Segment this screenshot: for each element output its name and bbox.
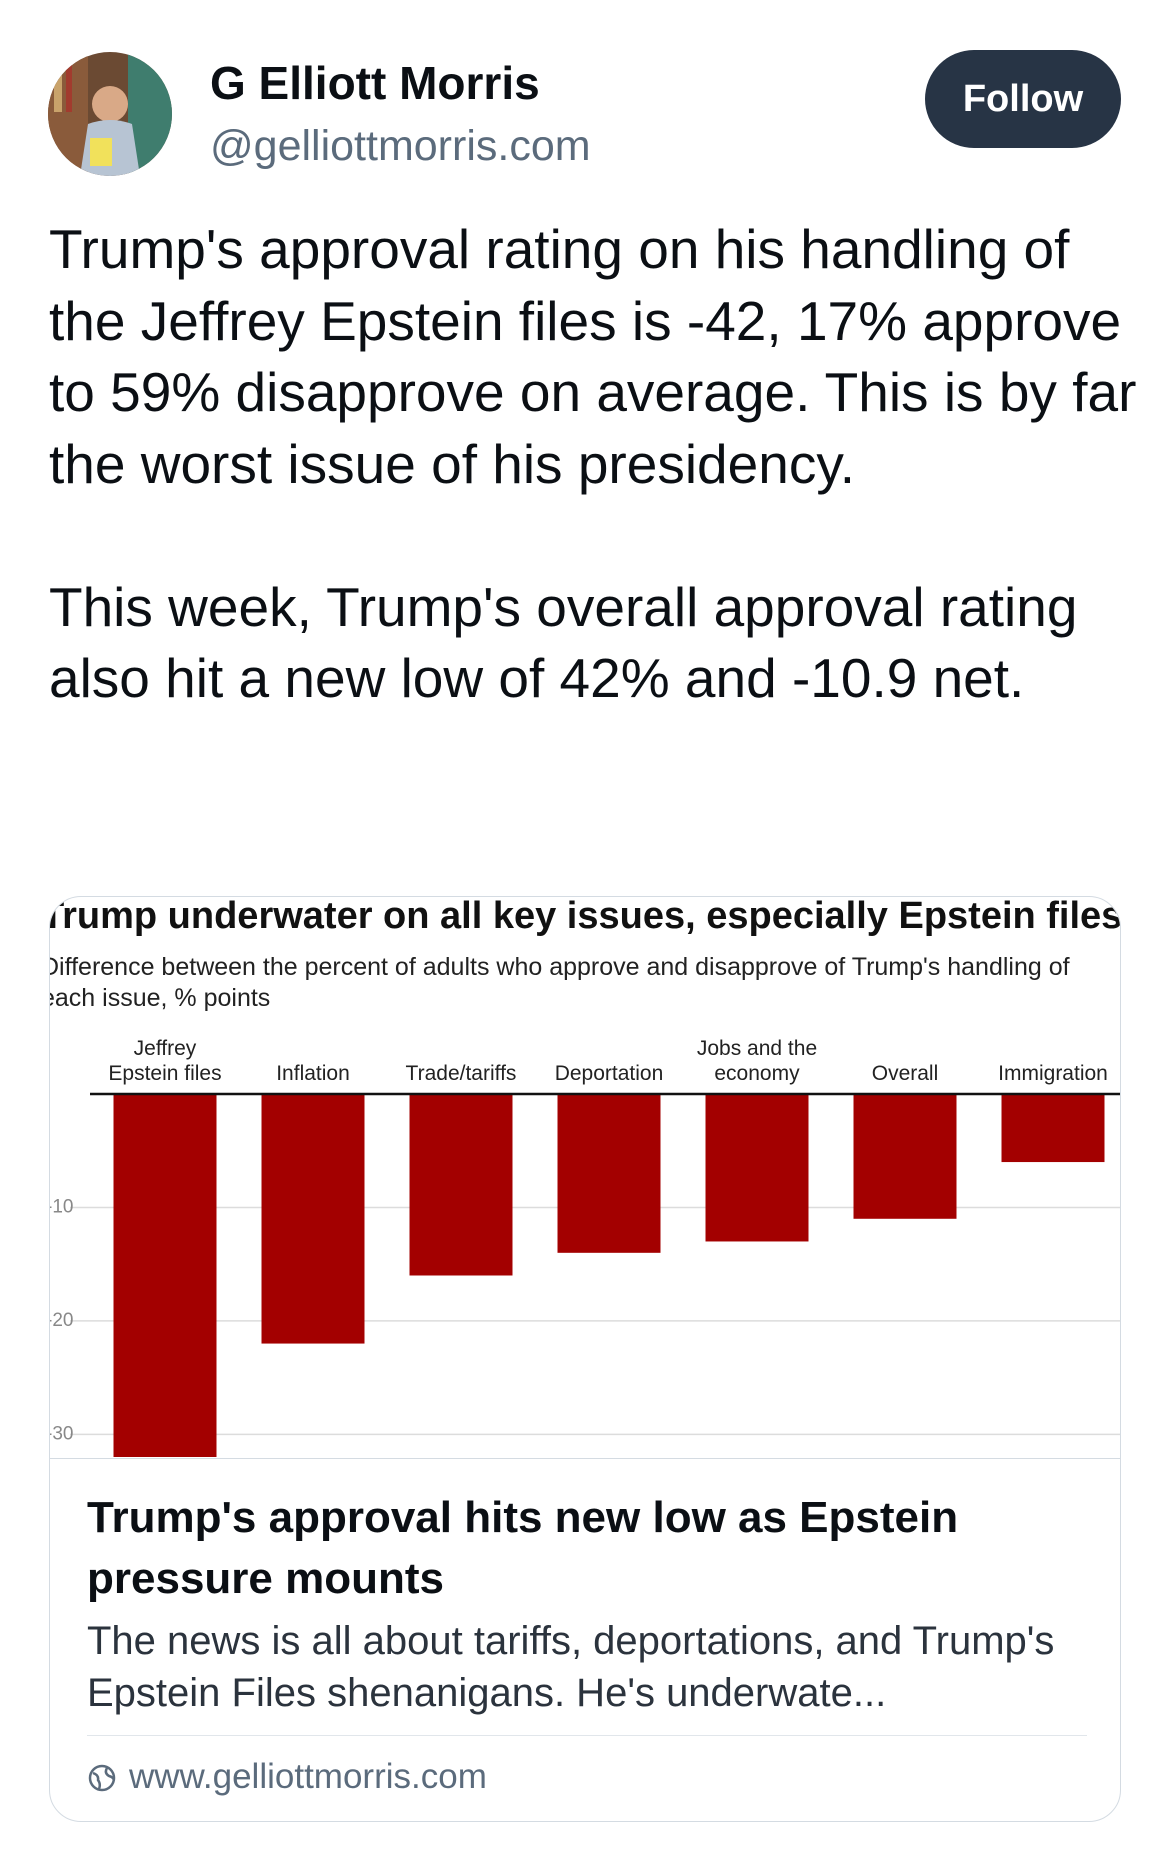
chart-title: Trump underwater on all key issues, espe… — [49, 896, 1121, 937]
bar — [261, 1094, 365, 1344]
bar — [853, 1094, 957, 1219]
y-tick-label: -20 — [50, 1310, 73, 1331]
author-name[interactable]: G Elliott Morris — [210, 57, 540, 109]
divider — [87, 1735, 1087, 1736]
card-headline[interactable]: Trump's approval hits new low as Epstein… — [87, 1493, 959, 1603]
y-tick-label: -10 — [50, 1196, 73, 1217]
bar — [113, 1094, 217, 1457]
bar — [557, 1094, 661, 1253]
x-tick-label: Inflation — [276, 1062, 350, 1085]
x-tick-label: Trade/tariffs — [405, 1062, 517, 1085]
globe-icon — [88, 1764, 116, 1792]
chart-subtitle: Difference between the percent of adults… — [49, 953, 1070, 1012]
paragraph: This week, Trump's overall approval rati… — [49, 575, 1078, 710]
x-tick-label: Immigration — [998, 1062, 1108, 1085]
x-tick-label: Jobs and the economy — [696, 1037, 818, 1085]
card-url[interactable]: www.gelliottmorris.com — [129, 1757, 487, 1796]
bar — [705, 1094, 809, 1242]
x-tick-label: Jeffrey Epstein files — [108, 1037, 222, 1085]
chart: -10 -20 -30 — [50, 1092, 1120, 1457]
paragraph: Trump's approval rating on his handling … — [49, 218, 1137, 495]
bar — [409, 1094, 513, 1276]
avatar[interactable] — [48, 52, 172, 176]
follow-button[interactable]: Follow — [925, 50, 1121, 148]
author-handle[interactable]: @gelliottmorris.com — [210, 122, 591, 170]
post-text: Trump's approval rating on his handling … — [49, 214, 1139, 786]
x-tick-label: Deportation — [554, 1062, 664, 1085]
bar — [1001, 1094, 1105, 1163]
divider — [50, 1458, 1120, 1459]
card-description: The news is all about tariffs, deportati… — [87, 1619, 1055, 1715]
link-card[interactable]: -10 -20 -30 Trump underwater on all key is… — [49, 896, 1121, 1822]
y-tick-label: -30 — [50, 1423, 73, 1444]
x-tick-label: Overall — [871, 1062, 939, 1085]
